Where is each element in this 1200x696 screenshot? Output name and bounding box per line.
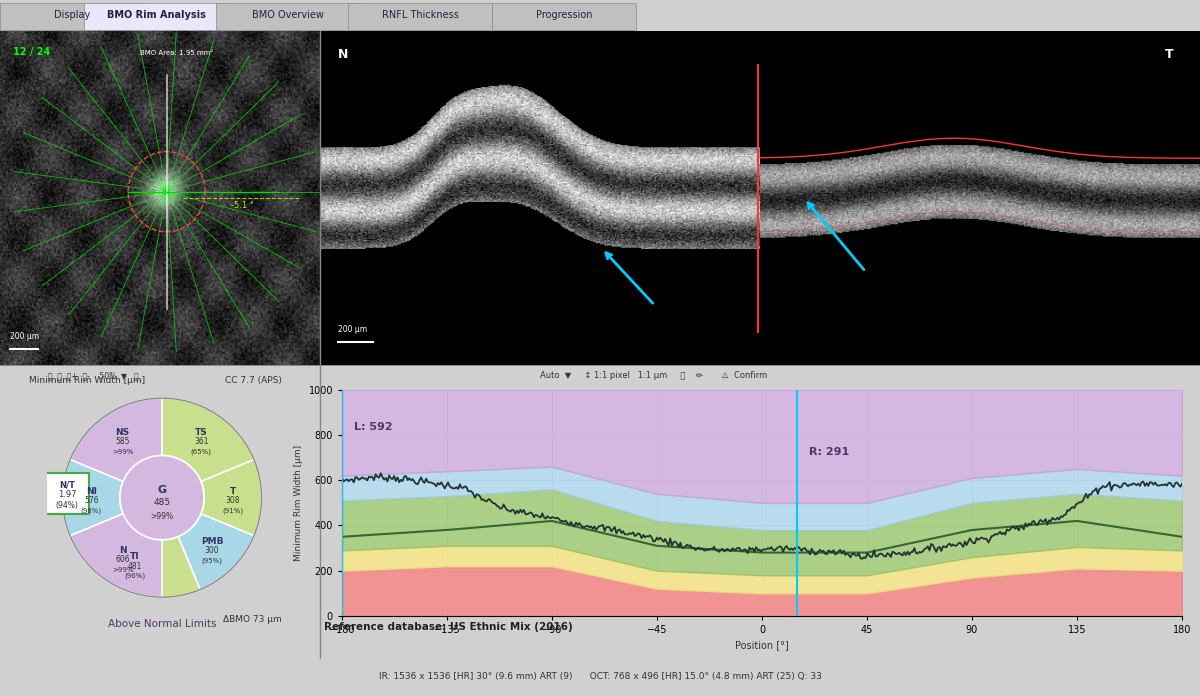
Wedge shape <box>178 514 254 590</box>
Text: 485: 485 <box>154 498 170 507</box>
Text: N/T: N/T <box>59 480 76 489</box>
Text: Reference database: US Ethnic Mix (2016): Reference database: US Ethnic Mix (2016) <box>324 622 572 632</box>
Text: 12 / 24: 12 / 24 <box>13 47 50 56</box>
Text: >99%: >99% <box>112 449 133 454</box>
Text: 576: 576 <box>84 496 98 505</box>
Text: 🖐  🔍  🔍+  🔍-    50%  ▼   🟫: 🖐 🔍 🔍+ 🔍- 50% ▼ 🟫 <box>48 372 139 380</box>
Text: (94%): (94%) <box>55 501 78 509</box>
FancyBboxPatch shape <box>84 3 228 30</box>
Text: Display: Display <box>54 10 90 20</box>
Text: R: 291: R: 291 <box>809 448 848 457</box>
Text: (95%): (95%) <box>202 557 222 564</box>
Text: RNFL Thickness: RNFL Thickness <box>382 10 458 20</box>
Text: T: T <box>1165 48 1174 61</box>
X-axis label: Position [°]: Position [°] <box>736 640 788 651</box>
Wedge shape <box>162 398 254 482</box>
Wedge shape <box>70 514 200 597</box>
Text: PMB: PMB <box>200 537 223 546</box>
FancyBboxPatch shape <box>348 3 492 30</box>
Text: Minimum Rim Width [μm]: Minimum Rim Width [μm] <box>29 377 145 386</box>
Text: 481: 481 <box>127 562 142 571</box>
Text: IR: 1536 x 1536 [HR] 30° (9.6 mm) ART (9)      OCT: 768 x 496 [HR] 15.0° (4.8 mm: IR: 1536 x 1536 [HR] 30° (9.6 mm) ART (9… <box>378 672 822 681</box>
Text: 300: 300 <box>205 546 220 555</box>
Text: Above Normal Limits: Above Normal Limits <box>108 619 216 628</box>
Text: 200 μm: 200 μm <box>10 332 38 340</box>
Text: (96%): (96%) <box>125 573 145 579</box>
Text: BMO Overview: BMO Overview <box>252 10 324 20</box>
Text: G: G <box>157 485 167 495</box>
FancyBboxPatch shape <box>46 473 89 514</box>
Text: 606: 606 <box>115 555 130 564</box>
Y-axis label: Minimum Rim Width [μm]: Minimum Rim Width [μm] <box>294 445 302 561</box>
Text: T: T <box>229 487 236 496</box>
Text: BMO Rim Analysis: BMO Rim Analysis <box>107 10 205 20</box>
Text: NI: NI <box>85 487 97 496</box>
Text: N: N <box>119 546 126 555</box>
Text: N: N <box>338 48 348 61</box>
Text: (91%): (91%) <box>222 507 244 514</box>
FancyBboxPatch shape <box>492 3 636 30</box>
Text: L: 592: L: 592 <box>354 422 392 432</box>
Text: CC 7.7 (APS): CC 7.7 (APS) <box>226 377 282 386</box>
Text: TI: TI <box>130 553 139 562</box>
Circle shape <box>120 455 204 540</box>
Text: 585: 585 <box>115 437 130 446</box>
Text: BMO Area: 1.95 mm²: BMO Area: 1.95 mm² <box>139 49 212 56</box>
Wedge shape <box>70 514 162 597</box>
Text: 308: 308 <box>226 496 240 505</box>
Wedge shape <box>200 459 262 536</box>
Text: (65%): (65%) <box>191 448 212 455</box>
Text: 1.97: 1.97 <box>58 490 77 499</box>
Text: >99%: >99% <box>112 567 133 573</box>
Text: Progression: Progression <box>535 10 593 20</box>
Text: 361: 361 <box>194 437 209 446</box>
Wedge shape <box>62 459 124 536</box>
Wedge shape <box>70 398 162 482</box>
FancyBboxPatch shape <box>0 3 144 30</box>
Text: Auto  ▼     ↕ 1:1 pixel   1:1 μm     🔧    ✏       ⚠  Confirm: Auto ▼ ↕ 1:1 pixel 1:1 μm 🔧 ✏ ⚠ Confirm <box>540 372 768 380</box>
Text: TS: TS <box>194 428 208 437</box>
Text: 200 μm: 200 μm <box>338 325 367 334</box>
FancyBboxPatch shape <box>216 3 360 30</box>
Text: (98%): (98%) <box>80 507 102 514</box>
Text: ΔBMO 73 μm: ΔBMO 73 μm <box>223 615 282 624</box>
Text: -5.1 °: -5.1 ° <box>230 201 253 210</box>
Text: >99%: >99% <box>150 512 174 521</box>
Text: NS: NS <box>115 428 130 437</box>
